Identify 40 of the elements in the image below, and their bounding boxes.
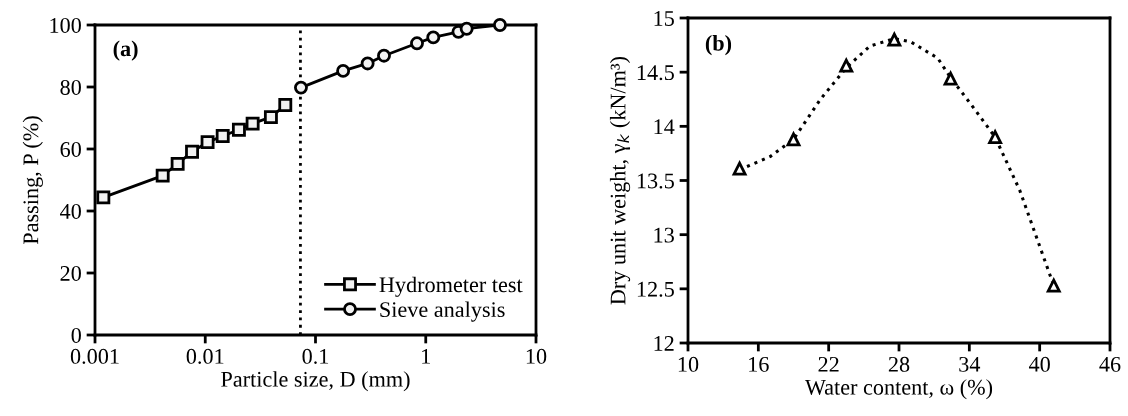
y-tick-label: 13: [654, 227, 674, 243]
y-tick-label: 60: [60, 141, 81, 157]
x-tick-label: 10: [678, 356, 699, 372]
annotation: (b): [705, 35, 732, 56]
y-axis-title: Dry unit weight, γ$_{k}$ (kN/m³): [609, 57, 631, 305]
y-tick-label: 12: [654, 335, 674, 351]
y-tick-label: 14: [654, 119, 675, 135]
x-tick-label: 0.001: [70, 348, 119, 364]
y-axis-title: Passing, P (%): [22, 116, 43, 245]
x-tick-label: 0.1: [302, 348, 329, 364]
x-tick-label: 16: [749, 356, 769, 372]
y-tick-label: 15: [654, 11, 674, 26]
point: [786, 132, 801, 147]
y-tick-label: 80: [60, 79, 81, 95]
legend-label: Sieve analysis: [380, 301, 505, 322]
x-tick-label: 22: [818, 356, 839, 372]
x-axis-title: Water content, ω (%): [804, 379, 993, 400]
point: [839, 58, 854, 73]
y-tick-label: 14.5: [637, 65, 674, 81]
y-tick-label: 20: [60, 265, 81, 281]
point: [1046, 278, 1061, 293]
y-tick-label: 12.5: [637, 281, 674, 297]
x-tick-label: 10: [526, 348, 547, 364]
x-tick-label: 0.01: [186, 348, 224, 364]
annotation: (a): [113, 40, 138, 61]
y-tick-label: 13.5: [637, 173, 674, 189]
x-tick-label: 1: [422, 348, 430, 364]
x-tick-label: 34: [959, 356, 981, 372]
point: [732, 161, 747, 176]
legend-label: Hydrometer test: [379, 276, 523, 297]
y-tick-label: 0: [71, 327, 81, 343]
x-tick-label: 40: [1028, 356, 1050, 372]
point: [943, 71, 958, 86]
x-tick-label: 28: [888, 356, 910, 372]
y-tick-label: 100: [50, 17, 81, 33]
x-tick-label: 46: [1099, 356, 1121, 372]
point: [887, 32, 902, 47]
point: [988, 130, 1003, 145]
y-tick-label: 40: [60, 203, 81, 219]
x-axis-title: Particle size, D (mm): [221, 371, 410, 392]
